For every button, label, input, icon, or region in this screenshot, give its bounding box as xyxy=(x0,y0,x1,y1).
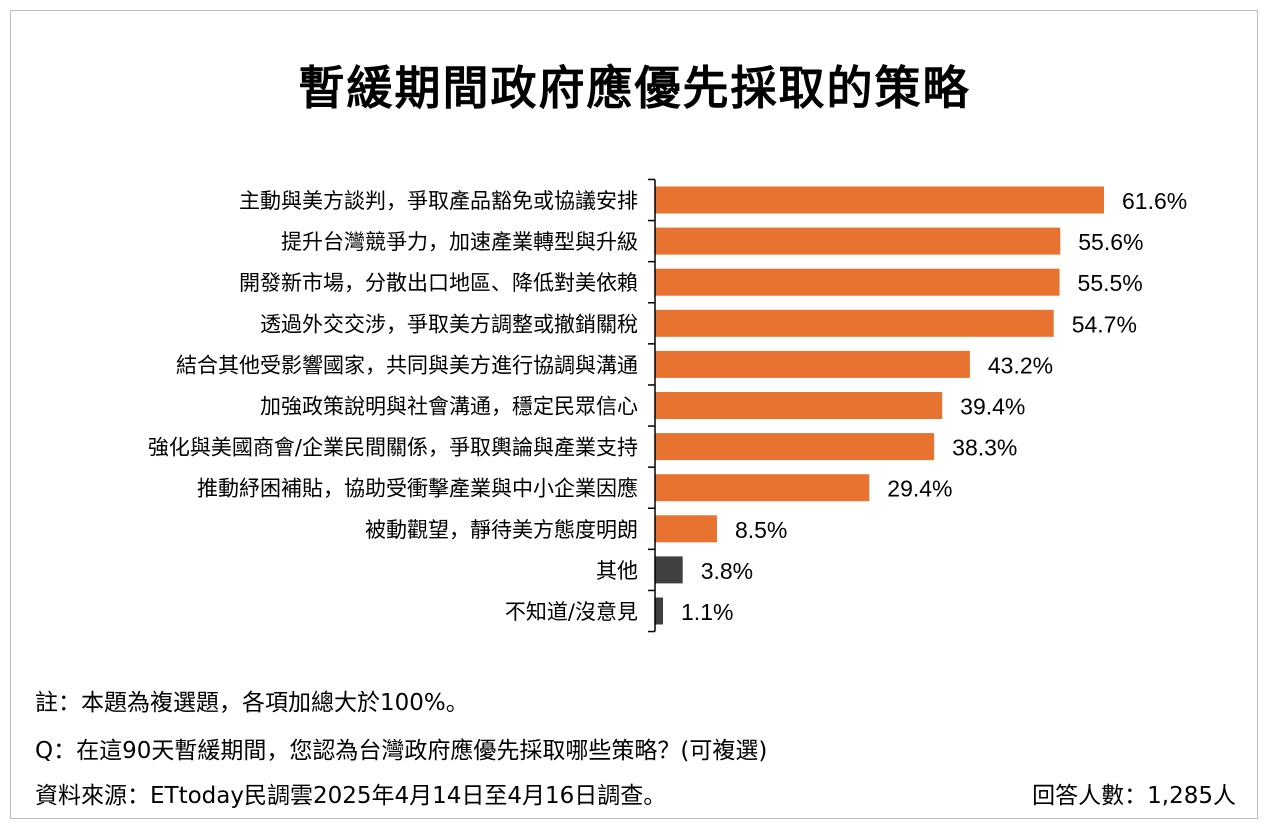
bar-11 xyxy=(655,597,664,625)
bar-1 xyxy=(655,186,1104,214)
chart-title: 暫緩期間政府應優先採取的策略 xyxy=(298,61,971,115)
bar-6 xyxy=(655,392,943,419)
chart-frame xyxy=(10,10,1258,819)
value-label: 29.4% xyxy=(887,476,952,502)
value-label: 43.2% xyxy=(988,352,1053,378)
bar-2 xyxy=(655,227,1061,255)
survey-question: Q：在這90天暫緩期間，您認為台灣政府應優先採取哪些策略？(可複選) xyxy=(35,738,768,764)
bar-4 xyxy=(655,309,1054,337)
value-label: 54.7% xyxy=(1072,311,1137,337)
category-label: 推動紓困補貼，協助受衝擊產業與中小企業因應 xyxy=(197,477,638,501)
category-label: 透過外交交涉，爭取美方調整或撤銷關稅 xyxy=(260,312,638,336)
multiple-choice-note: 註：本題為複選題，各項加總大於100%。 xyxy=(35,690,469,716)
category-label: 主動與美方談判，爭取產品豁免或協議安排 xyxy=(239,189,638,213)
bar-3 xyxy=(655,268,1060,296)
value-label: 55.5% xyxy=(1078,270,1143,296)
bar-7 xyxy=(655,433,935,461)
bar-5 xyxy=(655,350,970,378)
category-label: 被動觀望，靜待美方態度明朗 xyxy=(365,518,638,542)
category-label: 其他 xyxy=(596,559,638,583)
value-label: 38.3% xyxy=(952,435,1017,461)
value-label: 55.6% xyxy=(1078,229,1143,255)
category-label: 結合其他受影響國家，共同與美方進行協調與溝通 xyxy=(176,353,638,377)
value-label: 3.8% xyxy=(701,558,753,584)
bar-10 xyxy=(655,556,683,584)
value-label: 1.1% xyxy=(681,599,733,625)
category-label: 不知道/沒意見 xyxy=(505,600,638,624)
respondent-count: 回答人數：1,285人 xyxy=(1032,783,1236,809)
category-label: 開發新市場，分散出口地區、降低對美依賴 xyxy=(239,271,638,295)
category-label: 加強政策說明與社會溝通，穩定民眾信心 xyxy=(260,395,638,419)
bar-8 xyxy=(655,474,870,502)
value-label: 39.4% xyxy=(960,394,1025,420)
value-label: 61.6% xyxy=(1122,188,1187,214)
category-label: 強化與美國商會/企業民間關係，爭取輿論與產業支持 xyxy=(148,436,638,460)
bar-9 xyxy=(655,515,717,543)
value-label: 8.5% xyxy=(735,517,787,543)
data-source: 資料來源：ETtoday民調雲2025年4月14日至4月16日調查。 xyxy=(35,783,667,809)
category-label: 提升台灣競爭力，加速產業轉型與升級 xyxy=(281,230,638,254)
